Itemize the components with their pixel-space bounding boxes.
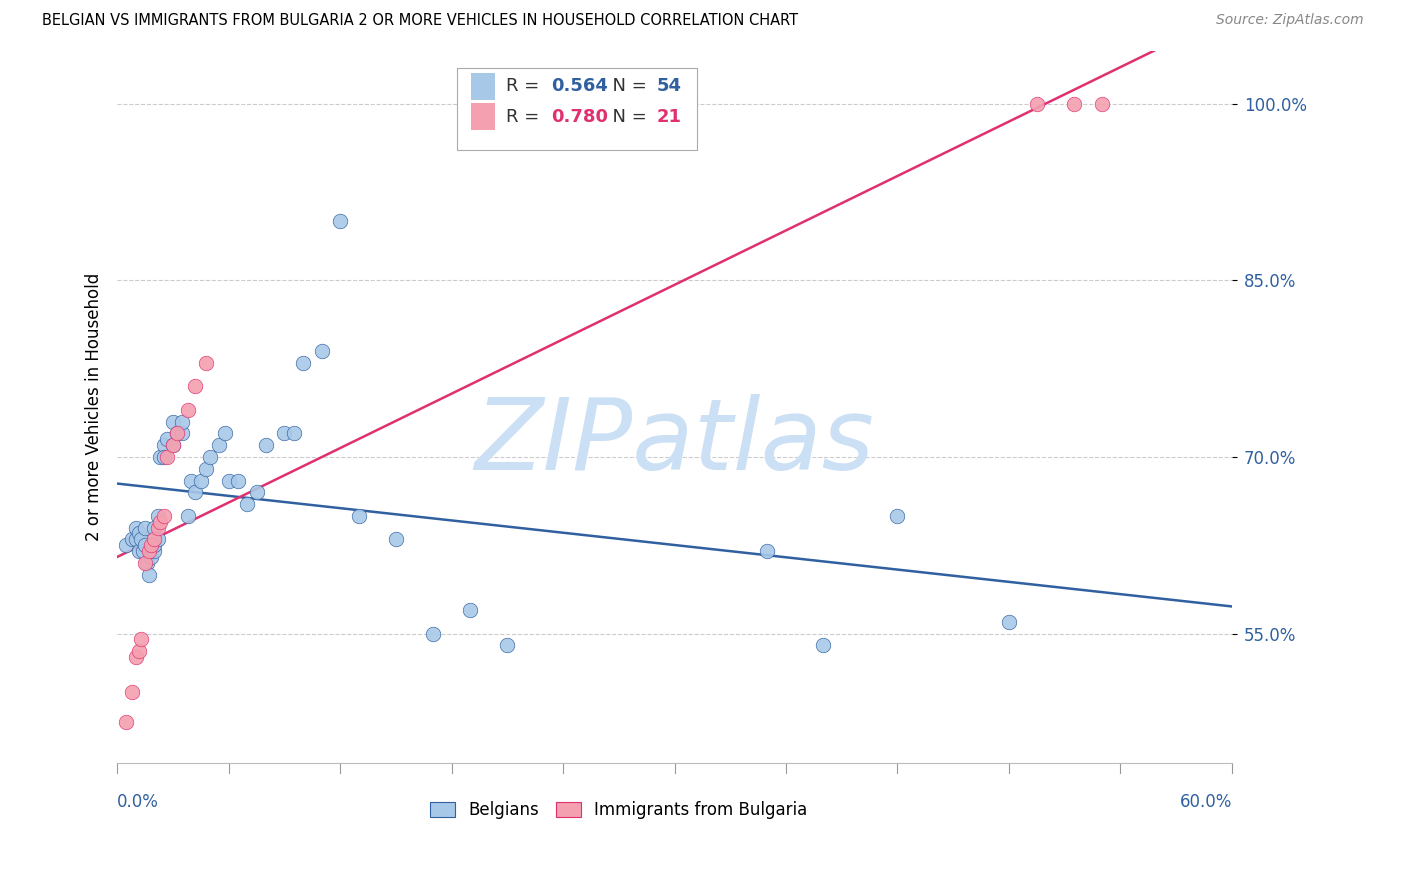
Point [329, 214, 352, 228]
Point [134, 520, 156, 534]
Text: BELGIAN VS IMMIGRANTS FROM BULGARIA 2 OR MORE VEHICLES IN HOUSEHOLD CORRELATION : BELGIAN VS IMMIGRANTS FROM BULGARIA 2 OR… [42, 13, 799, 29]
Point [496, 639, 519, 653]
Point [886, 508, 908, 523]
Point [125, 520, 148, 534]
Point [208, 438, 231, 452]
Point [115, 538, 138, 552]
Point [149, 450, 172, 464]
Point [162, 438, 184, 452]
Point [139, 549, 162, 564]
Point [180, 474, 202, 488]
Point [273, 426, 295, 441]
Point [1063, 96, 1085, 111]
Point [422, 626, 444, 640]
Text: Source: ZipAtlas.com: Source: ZipAtlas.com [1216, 13, 1364, 28]
Point [190, 474, 212, 488]
Point [115, 714, 138, 729]
Point [125, 533, 148, 547]
Point [283, 426, 305, 441]
Text: 0.0%: 0.0% [117, 793, 159, 811]
Text: 21: 21 [657, 108, 682, 126]
Point [245, 485, 267, 500]
Point [134, 556, 156, 570]
Point [125, 650, 148, 665]
Point [143, 538, 166, 552]
Text: R =: R = [506, 108, 546, 126]
Point [156, 432, 179, 446]
Point [236, 497, 259, 511]
Point [149, 515, 172, 529]
Bar [471, 73, 495, 100]
Point [152, 450, 174, 464]
Point [146, 508, 169, 523]
Point [138, 544, 160, 558]
Point [135, 556, 157, 570]
Text: R =: R = [506, 78, 546, 95]
Point [998, 615, 1021, 629]
Point [138, 567, 160, 582]
Point [132, 544, 155, 558]
Y-axis label: 2 or more Vehicles in Household: 2 or more Vehicles in Household [86, 273, 103, 541]
Point [162, 438, 184, 452]
Point [218, 474, 240, 488]
Point [128, 544, 150, 558]
Point [214, 426, 236, 441]
FancyBboxPatch shape [457, 69, 697, 151]
Point [121, 685, 143, 699]
Point [195, 461, 218, 475]
Text: 60.0%: 60.0% [1180, 793, 1232, 811]
Text: N =: N = [600, 108, 652, 126]
Point [143, 533, 166, 547]
Point [311, 343, 333, 358]
Point [291, 356, 314, 370]
Point [458, 603, 481, 617]
Point [756, 544, 779, 558]
Text: 54: 54 [657, 78, 682, 95]
Point [195, 356, 218, 370]
Point [146, 520, 169, 534]
Text: N =: N = [600, 78, 652, 95]
Point [166, 426, 188, 441]
Point [198, 450, 221, 464]
Point [162, 415, 184, 429]
Point [172, 415, 194, 429]
Point [1025, 96, 1047, 111]
Point [128, 644, 150, 658]
Point [121, 533, 143, 547]
Point [177, 508, 200, 523]
Point [184, 485, 207, 500]
Text: ZIPatlas: ZIPatlas [475, 394, 875, 491]
Point [172, 426, 194, 441]
Point [177, 402, 200, 417]
Point [156, 450, 179, 464]
Point [131, 533, 153, 547]
Point [184, 379, 207, 393]
Point [146, 533, 169, 547]
Point [134, 538, 156, 552]
Point [254, 438, 277, 452]
Point [131, 632, 153, 647]
Point [139, 538, 162, 552]
Point [1091, 96, 1114, 111]
Point [128, 526, 150, 541]
Point [143, 544, 166, 558]
Point [166, 426, 188, 441]
Point [385, 533, 408, 547]
Point [152, 508, 174, 523]
Text: 0.780: 0.780 [551, 108, 607, 126]
Point [347, 508, 370, 523]
Point [811, 639, 834, 653]
Point [226, 474, 249, 488]
Point [143, 520, 166, 534]
Bar [471, 103, 495, 130]
Text: 0.564: 0.564 [551, 78, 607, 95]
Point [152, 438, 174, 452]
Legend: Belgians, Immigrants from Bulgaria: Belgians, Immigrants from Bulgaria [423, 795, 814, 826]
